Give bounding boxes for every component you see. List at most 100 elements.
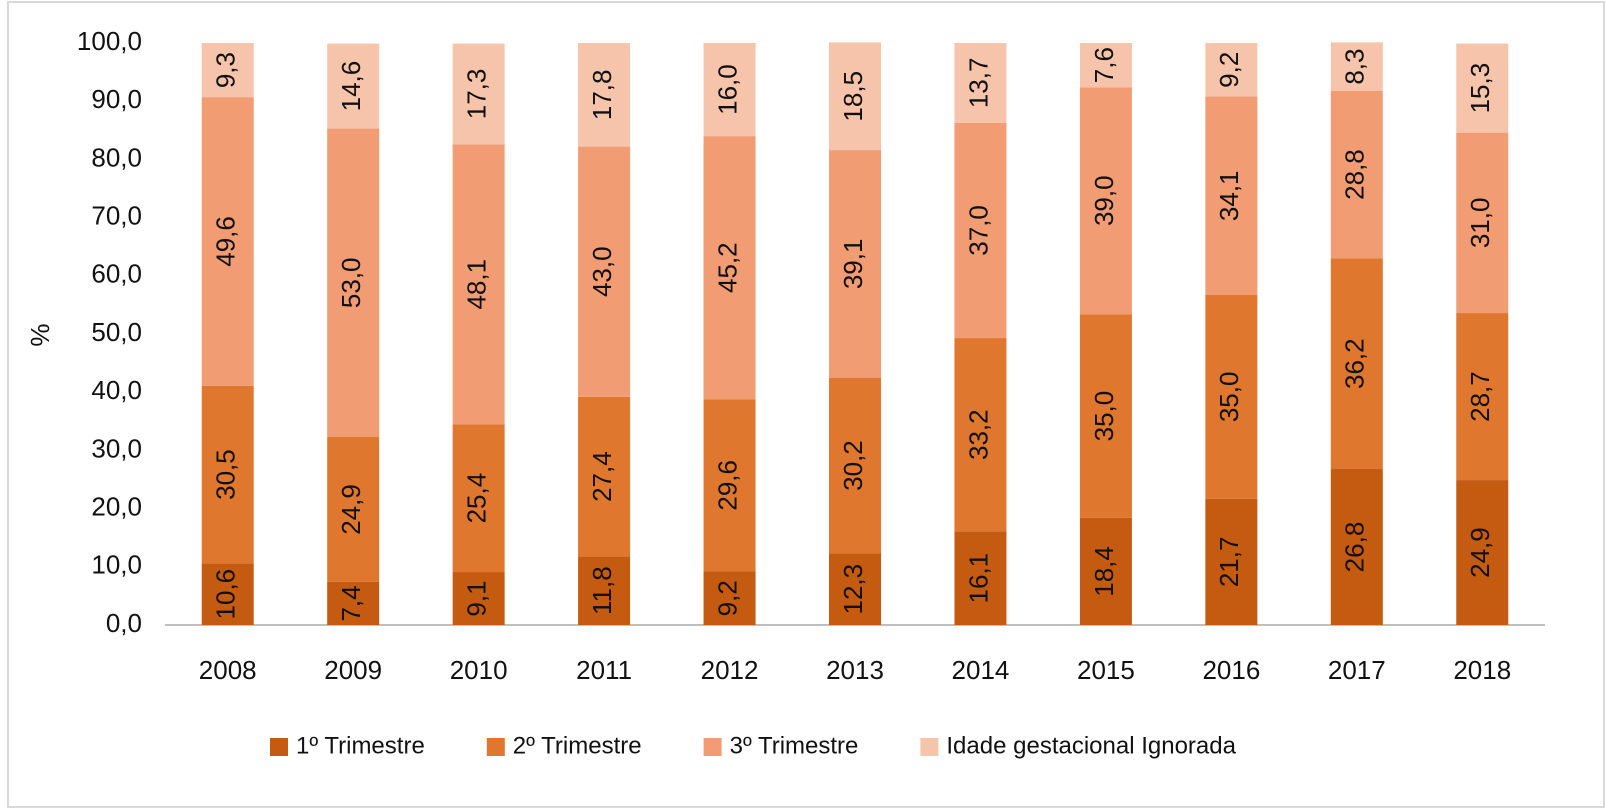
data-label: 16,0 <box>712 64 742 115</box>
bar-segment <box>954 43 1007 123</box>
data-label: 17,8 <box>587 69 617 120</box>
data-label: 30,2 <box>838 440 868 491</box>
legend-label: 2º Trimestre <box>513 732 642 759</box>
bar-segment <box>578 146 631 397</box>
bar-segment <box>452 424 505 573</box>
legend-swatch <box>270 738 288 756</box>
data-label: 24,9 <box>1465 527 1495 578</box>
x-tick-label: 2008 <box>199 655 257 685</box>
data-label: 39,1 <box>838 239 868 290</box>
data-label: 39,0 <box>1089 175 1119 226</box>
bar-segment <box>578 396 631 557</box>
x-tick-label: 2014 <box>952 655 1010 685</box>
x-tick-label: 2012 <box>701 655 759 685</box>
data-label: 9,3 <box>211 52 241 88</box>
data-label: 35,0 <box>1214 372 1244 423</box>
bar-segment <box>327 43 380 129</box>
data-label: 24,9 <box>336 484 366 535</box>
bar-segment <box>452 144 505 425</box>
bar-segment <box>829 553 881 625</box>
bar-segment <box>954 531 1007 625</box>
bar-segment <box>1330 90 1383 259</box>
bar-segment <box>327 128 380 438</box>
bar-segment <box>829 150 881 378</box>
data-label: 35,0 <box>1089 391 1119 442</box>
data-label: 7,6 <box>1089 47 1119 83</box>
data-label: 18,5 <box>838 71 868 122</box>
data-label: 16,1 <box>963 553 993 604</box>
legend-label: 1º Trimestre <box>296 732 425 759</box>
bar-segment <box>452 572 505 625</box>
legend-swatch <box>703 738 722 756</box>
data-label: 49,6 <box>211 216 241 267</box>
bar-segment <box>578 556 631 625</box>
data-label: 37,0 <box>963 205 993 256</box>
data-label: 31,0 <box>1465 198 1495 249</box>
bar-segment <box>1330 42 1383 91</box>
bar-segment <box>1205 43 1258 97</box>
bar-segment <box>954 122 1007 339</box>
bar-segment <box>201 385 254 564</box>
data-label: 11,8 <box>587 566 617 615</box>
y-tick-label: 40,0 <box>91 375 142 405</box>
data-label: 45,2 <box>712 242 742 293</box>
bar-segment <box>201 43 254 98</box>
x-tick-label: 2018 <box>1453 655 1511 685</box>
chart-frame <box>7 1 1605 808</box>
x-tick-label: 2009 <box>324 655 382 685</box>
data-label: 9,1 <box>462 580 492 616</box>
y-tick-label: 90,0 <box>91 84 142 114</box>
bar-segment <box>327 437 380 582</box>
bar-segment <box>829 42 881 151</box>
data-label: 18,4 <box>1089 546 1119 597</box>
y-axis-label: % <box>25 323 55 346</box>
bar-segment <box>1205 498 1258 625</box>
bar-segment <box>703 399 756 572</box>
bar-segment <box>452 43 505 145</box>
bar-segment <box>829 377 881 554</box>
y-tick-label: 100,0 <box>77 26 142 56</box>
data-label: 53,0 <box>336 257 366 308</box>
y-tick-label: 10,0 <box>91 550 142 580</box>
bar-segment <box>578 43 631 147</box>
data-label: 26,8 <box>1340 522 1370 573</box>
data-label: 27,4 <box>587 451 617 502</box>
data-label: 36,2 <box>1340 338 1370 389</box>
data-label: 17,3 <box>462 69 492 120</box>
x-tick-label: 2015 <box>1077 655 1135 685</box>
data-label: 21,7 <box>1214 537 1244 588</box>
bar-segment <box>1456 480 1509 625</box>
y-tick-label: 60,0 <box>91 259 142 289</box>
bar-segment <box>327 581 380 625</box>
y-tick-label: 30,0 <box>91 433 142 463</box>
bar-segment <box>1079 87 1132 315</box>
data-label: 10,6 <box>211 569 241 620</box>
bar-segment <box>1079 314 1132 518</box>
bar-segment <box>703 43 756 137</box>
y-tick-label: 0,0 <box>106 608 142 638</box>
data-label: 12,3 <box>838 564 868 615</box>
bar-segment <box>1205 96 1258 296</box>
y-tick-label: 50,0 <box>91 317 142 347</box>
data-label: 13,7 <box>963 58 993 109</box>
y-tick-label: 80,0 <box>91 142 142 172</box>
bar-segment <box>703 136 756 400</box>
data-label: 30,5 <box>211 449 241 500</box>
x-tick-label: 2013 <box>826 655 884 685</box>
legend-swatch <box>486 738 505 756</box>
data-label: 14,6 <box>336 61 366 112</box>
x-tick-label: 2016 <box>1202 655 1260 685</box>
data-label: 29,6 <box>712 460 742 511</box>
bar-segment <box>201 97 254 386</box>
bar-segment <box>1456 132 1509 314</box>
data-label: 15,3 <box>1465 63 1495 114</box>
bar-segment <box>1079 517 1132 625</box>
data-label: 43,0 <box>587 246 617 297</box>
bar-segment <box>1330 258 1383 470</box>
data-label: 33,2 <box>963 409 993 460</box>
data-label: 25,4 <box>462 473 492 524</box>
bar-segment <box>1330 469 1383 625</box>
y-tick-label: 70,0 <box>91 200 142 230</box>
bar-segment <box>954 338 1007 532</box>
